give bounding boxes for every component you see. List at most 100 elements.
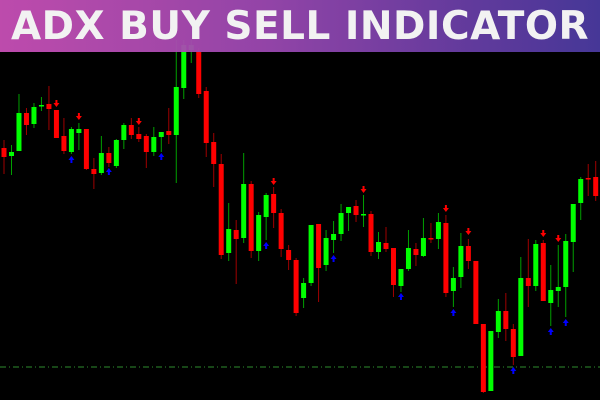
candle-body: [98, 153, 104, 173]
bullish-candle: [435, 213, 441, 249]
candle-body: [83, 129, 89, 169]
buy-arrow-icon: [397, 293, 404, 300]
candle-body: [293, 260, 299, 313]
candle-body: [323, 238, 329, 265]
sell-arrow-icon: [540, 230, 547, 237]
candle-body: [91, 169, 97, 174]
bullish-candle: [98, 136, 104, 175]
bearish-candle: [316, 224, 322, 302]
candle-body: [555, 287, 561, 291]
candle-body: [278, 213, 284, 249]
bullish-candle: [548, 265, 554, 326]
bearish-candle: [233, 220, 239, 284]
sell-arrow-icon: [555, 235, 562, 242]
candle-body: [346, 207, 352, 213]
buy-arrow-icon: [330, 255, 337, 262]
candle-body: [480, 324, 486, 392]
bearish-candle: [1, 140, 7, 174]
buy-arrow-icon: [562, 319, 569, 326]
bearish-candle: [136, 127, 142, 142]
bullish-candle: [8, 145, 14, 175]
bearish-candle: [540, 240, 546, 301]
bullish-candle: [398, 269, 404, 292]
bullish-candle: [361, 195, 367, 227]
candle-body: [503, 311, 509, 329]
bearish-candle: [593, 161, 599, 201]
bearish-candle: [510, 324, 516, 365]
bearish-candle: [503, 293, 509, 341]
candle-body: [331, 234, 337, 240]
sell-arrow-icon: [53, 100, 60, 107]
buy-arrow-icon: [450, 309, 457, 316]
bullish-candle: [331, 221, 337, 253]
bullish-candle: [323, 230, 329, 271]
candle-body: [510, 329, 516, 357]
candle-body: [533, 244, 539, 286]
candle-body: [428, 238, 434, 240]
bearish-candle: [143, 134, 149, 168]
candle-body: [61, 136, 67, 151]
candle-body: [211, 142, 217, 164]
bullish-candle: [256, 212, 262, 261]
bullish-candle: [173, 40, 179, 183]
candle-body: [578, 179, 584, 203]
candle-body: [548, 290, 554, 303]
bearish-candle: [46, 86, 52, 130]
candle-body: [316, 224, 322, 268]
candle-body: [473, 261, 479, 324]
buy-arrow-icon: [158, 153, 165, 160]
bullish-candle: [151, 127, 157, 156]
sell-arrow-icon: [270, 178, 277, 185]
bearish-candle: [166, 108, 172, 144]
bearish-candle: [203, 87, 209, 157]
bearish-candle: [271, 187, 277, 228]
bullish-candle: [263, 193, 269, 240]
bearish-candle: [61, 118, 67, 154]
candle-body: [248, 184, 254, 251]
candle-body: [518, 278, 524, 356]
candle-body: [53, 110, 59, 138]
candle-body: [106, 153, 112, 163]
bullish-candle: [488, 331, 494, 391]
candle-body: [143, 136, 149, 152]
bullish-candle: [405, 230, 411, 271]
candle-body: [181, 45, 187, 88]
candle-body: [458, 246, 464, 277]
bearish-candle: [278, 209, 284, 257]
candle-body: [271, 194, 277, 213]
bullish-candle: [113, 139, 119, 168]
bullish-candle: [495, 299, 501, 338]
candle-body: [166, 131, 172, 135]
bullish-candle: [338, 204, 344, 241]
bullish-candle: [376, 232, 381, 259]
candle-body: [570, 204, 576, 242]
candle-body: [495, 311, 501, 332]
sell-arrow-icon: [360, 186, 367, 193]
bullish-candle: [31, 103, 37, 128]
bearish-candle: [53, 110, 59, 138]
bullish-candle: [38, 97, 44, 111]
bearish-candle: [106, 147, 112, 167]
sell-arrow-icon: [135, 118, 142, 125]
bullish-candle: [518, 257, 524, 356]
banner-title: ADX BUY SELL INDICATOR: [10, 3, 590, 49]
bearish-candle: [428, 223, 434, 243]
candle-body: [23, 113, 29, 125]
candle-body: [173, 87, 179, 135]
candle-body: [263, 195, 269, 217]
candle-body: [218, 164, 224, 255]
bearish-candle: [196, 48, 202, 98]
candle-body: [525, 278, 531, 286]
bullish-candle: [16, 94, 22, 151]
sell-arrow-icon: [465, 228, 472, 235]
bearish-candle: [218, 154, 224, 259]
bearish-candle: [585, 164, 591, 196]
candle-body: [1, 148, 7, 157]
buy-arrow-icon: [547, 328, 554, 335]
candle-body: [390, 248, 396, 285]
candle-body: [8, 152, 14, 156]
bullish-candle: [555, 245, 561, 307]
bullish-candle: [121, 123, 127, 149]
bullish-candle: [76, 123, 82, 150]
